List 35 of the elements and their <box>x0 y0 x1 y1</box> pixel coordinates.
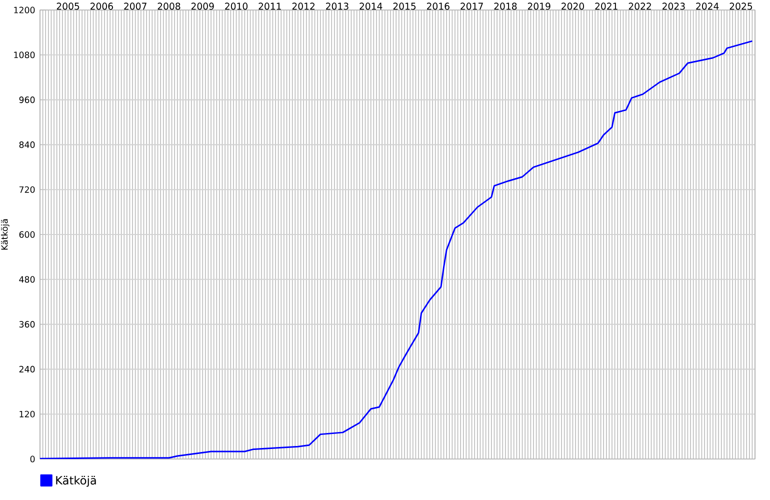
x-tick-label: 2018 <box>494 2 517 10</box>
y-tick-label: 120 <box>20 410 35 418</box>
line-series <box>40 40 753 459</box>
y-tick-label: 840 <box>19 141 35 148</box>
x-tick-label: 2011 <box>258 2 281 10</box>
y-tick-label: 600 <box>19 231 35 238</box>
y-tick-label: 480 <box>19 276 35 283</box>
x-tick-label: 2005 <box>56 2 80 10</box>
x-tick-label: 2017 <box>460 2 483 10</box>
x-tick-label: 2015 <box>393 2 416 10</box>
y-tick-label: 240 <box>19 366 35 372</box>
x-tick-label: 2006 <box>90 2 113 10</box>
x-tick-label: 2009 <box>191 2 214 10</box>
x-tick-label: 2022 <box>628 2 651 10</box>
x-tick-label: 2021 <box>595 2 618 10</box>
x-tick-label: 2014 <box>360 2 382 10</box>
x-tick-label: 2013 <box>326 2 348 10</box>
y-axis-title: Kätköjä <box>1 219 10 250</box>
x-tick-label: 2025 <box>730 2 752 10</box>
y-tick-label: 360 <box>19 321 35 328</box>
x-tick-label: 2020 <box>562 2 584 10</box>
y-tick-label: 1200 <box>14 6 35 14</box>
x-tick-label: 2007 <box>124 2 146 10</box>
y-tick-label: 0 <box>30 456 35 462</box>
x-tick-label: 2012 <box>292 2 315 10</box>
x-tick-label: 2008 <box>158 2 180 10</box>
x-tick-label: 2016 <box>426 2 450 10</box>
legend-label: Kätköjä <box>56 476 96 487</box>
x-tick-label: 2010 <box>225 2 248 10</box>
y-tick-label: 1080 <box>14 52 35 58</box>
x-tick-label: 2024 <box>696 2 719 10</box>
y-tick-label: 720 <box>19 186 35 193</box>
x-tick-label: 2023 <box>662 2 685 10</box>
y-tick-label: 960 <box>19 96 35 104</box>
x-tick-label: 2019 <box>528 2 550 10</box>
